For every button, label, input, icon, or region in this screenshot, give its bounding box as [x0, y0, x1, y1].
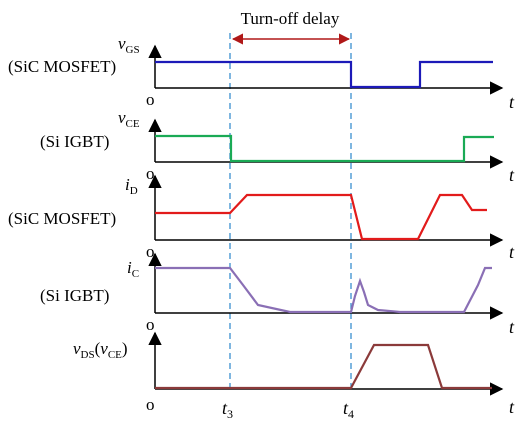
- t4-label: t4: [343, 398, 354, 421]
- panel-id: iD (SiC MOSFET) o t: [8, 174, 515, 262]
- panel-vce: vCE (Si IGBT) o t: [40, 108, 515, 185]
- id-waveform: [155, 193, 487, 241]
- ic-origin: o: [146, 315, 155, 334]
- id-time-label: t: [509, 242, 515, 262]
- vgs-origin: o: [146, 90, 155, 109]
- vce-device-label: (Si IGBT): [40, 132, 109, 151]
- vce-label: vCE: [118, 108, 140, 130]
- vgs-device-label: (SiC MOSFET): [8, 57, 116, 76]
- vgs-time-label: t: [509, 92, 515, 112]
- turn-off-delay-label: Turn-off delay: [241, 9, 340, 28]
- vds-origin: o: [146, 395, 155, 414]
- panel-vds: vDS(vCE) o t: [73, 331, 515, 417]
- t3-label: t3: [222, 398, 233, 421]
- panel-vgs: vGS (SiC MOSFET) o t: [8, 34, 515, 112]
- vce-origin: o: [146, 164, 155, 183]
- panel-ic: iC (Si IGBT) o t: [40, 252, 515, 337]
- vgs-label: vGS: [118, 34, 140, 56]
- id-device-label: (SiC MOSFET): [8, 209, 116, 228]
- vds-waveform: [155, 343, 492, 390]
- ic-label: iC: [127, 258, 139, 280]
- vce-waveform: [155, 134, 494, 163]
- ic-waveform: [155, 266, 492, 314]
- vgs-waveform: [155, 60, 493, 89]
- ic-device-label: (Si IGBT): [40, 286, 109, 305]
- ic-time-label: t: [509, 317, 515, 337]
- id-label: iD: [125, 175, 138, 197]
- vce-time-label: t: [509, 165, 515, 185]
- vds-time-label: t: [509, 397, 515, 417]
- vds-label: vDS(vCE): [73, 339, 128, 361]
- id-origin: o: [146, 242, 155, 261]
